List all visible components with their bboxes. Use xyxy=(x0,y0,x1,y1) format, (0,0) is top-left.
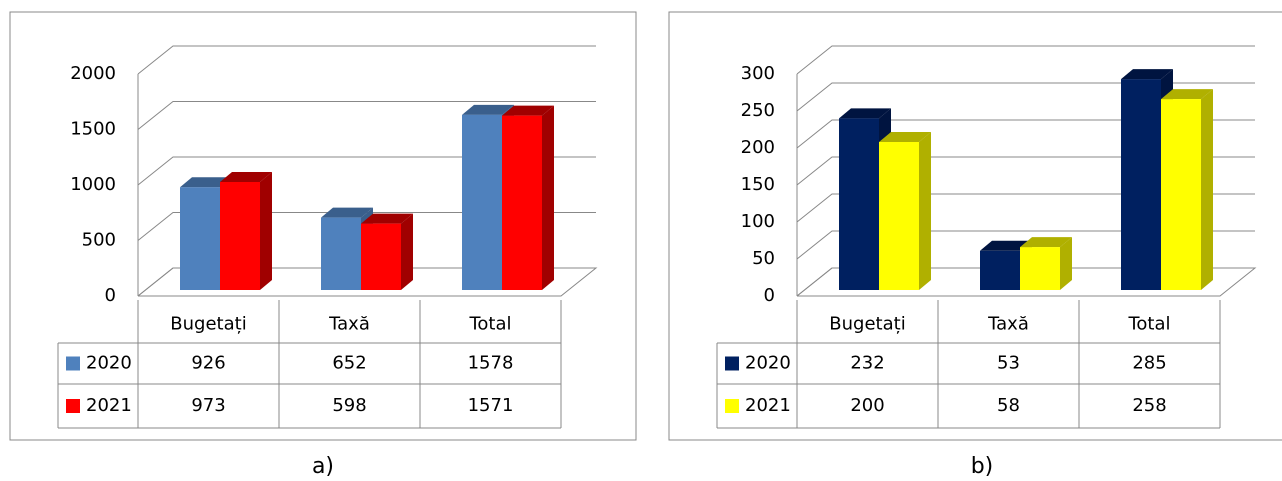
bar-side xyxy=(260,171,272,290)
caption: b) xyxy=(971,454,994,479)
bar-front xyxy=(879,142,919,290)
legend-label: 2021 xyxy=(745,395,791,416)
bar-side xyxy=(919,132,931,290)
grid-line xyxy=(137,101,596,130)
legend-label: 2020 xyxy=(86,353,132,374)
bar-front xyxy=(180,187,220,290)
bar-top xyxy=(980,240,1032,251)
y-tick-label: 100 xyxy=(741,211,775,232)
bar-side xyxy=(542,105,554,290)
y-tick-label: 250 xyxy=(741,100,775,121)
category-label: Bugetați xyxy=(829,314,905,335)
grid-line xyxy=(137,45,596,75)
grid-line xyxy=(137,156,596,186)
category-label: Total xyxy=(1127,314,1170,335)
y-tick-label: 500 xyxy=(82,230,116,251)
grid-line xyxy=(137,267,596,297)
legend-swatch xyxy=(725,399,739,413)
table-value: 1578 xyxy=(468,353,514,374)
table-value: 285 xyxy=(1132,353,1166,374)
caption: a) xyxy=(312,454,334,479)
grid-line xyxy=(137,212,596,241)
bar-top xyxy=(502,105,554,116)
bar-front xyxy=(839,118,879,290)
bar-top xyxy=(839,108,891,119)
bar-side xyxy=(1201,89,1213,290)
y-tick-label: 50 xyxy=(752,248,775,269)
table-value: 1571 xyxy=(468,395,514,416)
y-tick-label: 0 xyxy=(764,285,775,306)
grid-line xyxy=(796,156,1255,186)
table-value: 200 xyxy=(850,395,884,416)
bar xyxy=(502,105,554,290)
bar-front xyxy=(1121,79,1161,290)
bar-front xyxy=(1020,247,1060,290)
bar-top xyxy=(1121,69,1173,80)
bar-top xyxy=(1161,89,1213,100)
chart-frame xyxy=(668,11,1282,441)
table-value: 652 xyxy=(332,353,366,374)
bar-front xyxy=(220,181,260,290)
table-value: 53 xyxy=(997,353,1020,374)
y-tick-label: 0 xyxy=(105,285,116,306)
chart-frame xyxy=(9,11,637,441)
table-value: 232 xyxy=(850,353,884,374)
grid-line xyxy=(796,119,1255,149)
category-label: Taxă xyxy=(987,314,1029,335)
table-value: 926 xyxy=(191,353,225,374)
bar-top xyxy=(1020,237,1072,248)
bar-side xyxy=(401,213,413,290)
category-label: Total xyxy=(468,314,511,335)
grid-line xyxy=(796,230,1255,260)
grid-line xyxy=(796,45,1255,75)
legend-swatch xyxy=(725,356,739,371)
bar xyxy=(879,132,931,290)
y-tick-label: 1000 xyxy=(70,174,116,195)
bar xyxy=(1161,89,1213,290)
table-value: 258 xyxy=(1132,395,1166,416)
legend-label: 2021 xyxy=(86,395,132,416)
bar-front xyxy=(980,250,1020,290)
bar-top xyxy=(879,132,931,142)
y-tick-label: 1500 xyxy=(70,119,116,140)
category-label: Bugetați xyxy=(170,314,246,335)
y-tick-label: 300 xyxy=(741,63,775,84)
y-tick-label: 150 xyxy=(741,174,775,195)
y-tick-label: 200 xyxy=(741,137,775,158)
y-tick-label: 2000 xyxy=(70,63,116,84)
legend-swatch xyxy=(66,399,80,413)
bar-front xyxy=(502,115,542,290)
table-value: 973 xyxy=(191,395,225,416)
legend-swatch xyxy=(66,356,80,371)
table-value: 598 xyxy=(332,395,366,416)
grid-line xyxy=(796,193,1255,223)
bar-front xyxy=(1161,99,1201,290)
bar-top xyxy=(220,171,272,182)
legend-label: 2020 xyxy=(745,353,791,374)
grid-line xyxy=(796,267,1255,297)
bar xyxy=(1020,237,1072,290)
bar-top xyxy=(321,207,373,218)
bar xyxy=(361,213,413,290)
bar-top xyxy=(180,177,232,188)
bar-side xyxy=(1060,237,1072,290)
bar-front xyxy=(361,223,401,290)
bar-front xyxy=(321,217,361,290)
bar-top xyxy=(361,213,413,224)
grid-line xyxy=(796,82,1255,112)
bar xyxy=(220,171,272,290)
table-value: 58 xyxy=(997,395,1020,416)
bar-top xyxy=(462,104,514,115)
category-label: Taxă xyxy=(328,314,370,335)
bar-front xyxy=(462,114,502,290)
